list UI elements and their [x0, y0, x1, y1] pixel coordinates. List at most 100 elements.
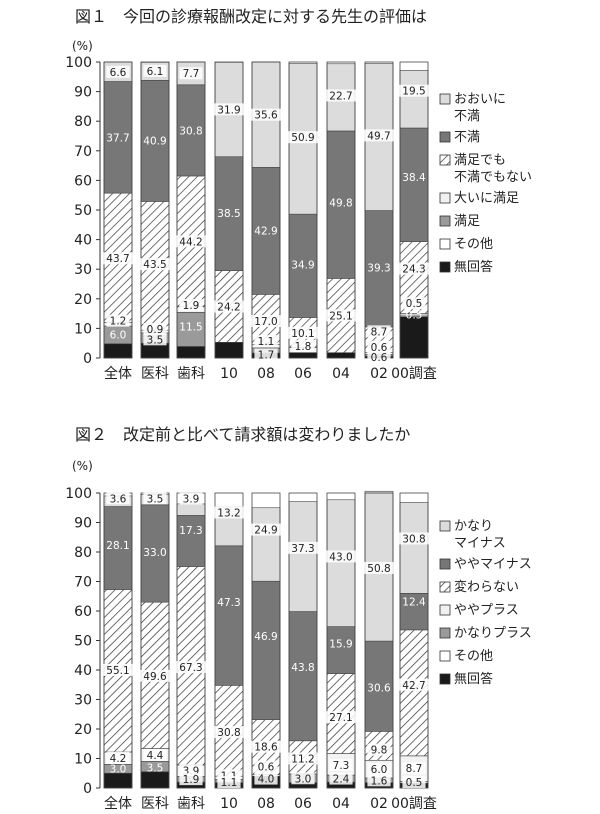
chart-1-data-label: 42.9 [254, 226, 277, 238]
chart-2-data-label-bg [402, 776, 426, 789]
chart-1-y-tick-label: 90 [74, 85, 92, 101]
chart-1-legend-swatch [439, 238, 451, 250]
chart-2-legend-swatch [439, 650, 451, 662]
chart-2-bar-outline [326, 492, 356, 789]
chart-1-data-label-bg [103, 252, 133, 265]
chart-2-category-label: 02 [370, 796, 388, 810]
chart-2-y-tick-label: 30 [74, 693, 92, 709]
chart-2-data-label-bg [367, 743, 391, 756]
chart-1-bar-segment [399, 127, 429, 242]
chart-1-data-label: 1.8 [295, 341, 312, 353]
chart-1-data-label: 39.3 [367, 263, 390, 275]
chart-1-data-label: 17.0 [254, 316, 277, 328]
chart-1-data-label-bg [367, 351, 391, 364]
chart-1-category-label: 06 [294, 366, 312, 382]
chart-2-data-label: 37.3 [291, 543, 314, 555]
chart-2-y-tick-label: 100 [65, 486, 92, 502]
chart-2-data-label: 3.5 [147, 762, 164, 774]
chart-1-data-label-bg [106, 314, 130, 327]
chart-1-data-label: 30.8 [179, 125, 202, 137]
chart-1-data-label-bg [143, 333, 167, 346]
chart-2-title: 図２ 改定前と比べて請求額は変わりましたか [75, 425, 410, 444]
chart-1-bar-outline [399, 61, 429, 359]
chart-2-legend-swatch [439, 627, 451, 639]
chart-2-data-label-bg [254, 772, 278, 785]
chart-2-bar-segment [288, 611, 318, 742]
chart-2-data-label: 1.1 [221, 777, 238, 789]
chart-1-data-label-bg [326, 309, 356, 322]
chart-1-data-label-bg [399, 84, 429, 97]
chart-1-data-label: 8.7 [371, 326, 388, 338]
chart-1-data-label: 10.1 [291, 328, 314, 340]
chart-1-bar-outline [326, 61, 356, 359]
chart-1-y-tick-label: 50 [74, 203, 92, 219]
chart-2-data-label-bg [399, 532, 429, 545]
chart-2-bar-segment [399, 502, 429, 594]
chart-1-category-label: 00調査 [391, 366, 437, 382]
chart-1-legend-label: 不満でもない [454, 170, 532, 185]
chart-1-data-label-bg [179, 299, 203, 312]
chart-2-data-label: 4.2 [110, 753, 127, 765]
chart-1-data-label-bg [106, 65, 130, 78]
chart-1-data-label-bg [288, 326, 318, 339]
chart-2-category-label: 06 [294, 796, 312, 810]
chart-1-legend-label: おおいに [454, 92, 506, 107]
chart-1-legend-swatch [439, 131, 451, 143]
chart-2-data-label-bg [106, 751, 130, 764]
chart-2-data-label: 0.5 [406, 777, 423, 789]
chart-2-data-label: 27.1 [329, 712, 352, 724]
chart-1-legend-label: 満足 [454, 214, 480, 229]
chart-1-data-label-bg [176, 235, 206, 248]
chart-1-bar-outline [288, 61, 318, 359]
chart-2-data-label-bg [251, 523, 281, 536]
chart-1-data-label: 3.5 [147, 334, 164, 346]
chart-2-data-label-bg [103, 664, 133, 676]
chart-1-data-label: 43.5 [143, 259, 166, 271]
chart-1-data-label-bg [399, 262, 429, 275]
chart-1-data-label: 7.7 [183, 68, 200, 80]
chart-1-data-label: 25.1 [329, 310, 352, 322]
chart-2-legend-swatch [439, 558, 451, 570]
chart-2-bar-segment [214, 545, 244, 686]
chart-2-data-label: 49.6 [143, 671, 167, 683]
chart-1-data-label: 0.5 [406, 298, 423, 310]
chart-1-data-label-bg [254, 348, 278, 361]
chart-1-y-tick-label: 20 [74, 292, 92, 308]
chart-2-data-label: 8.7 [406, 763, 423, 775]
chart-1-data-label-bg [402, 297, 426, 310]
chart-1-data-label: 35.6 [254, 110, 278, 122]
chart-2-category-label: 全体 [104, 795, 132, 810]
chart-2-data-label: 3.0 [110, 764, 127, 776]
chart-2-data-label: 2.4 [333, 774, 350, 786]
chart-1-category-label: 10 [220, 366, 238, 382]
chart-1-category-label: 医科 [141, 366, 169, 382]
chart-1-bar-segment [176, 84, 206, 177]
chart-1-legend-swatch [439, 192, 451, 204]
chart-2-data-label-bg [288, 752, 318, 765]
chart-1-legend-label: 不満 [454, 109, 480, 124]
chart-1-data-label-bg [364, 129, 394, 142]
chart-1-data-label: 34.9 [291, 259, 314, 271]
chart-2-data-label-bg [399, 678, 429, 691]
chart-1-data-label-bg [251, 108, 281, 121]
chart-2-bar-segment [399, 629, 429, 757]
chart-1-legend-swatch [439, 215, 451, 227]
chart-2-data-label-bg [326, 711, 356, 724]
chart-1-y-tick-label: 0 [83, 351, 92, 367]
chart-1-legend-label: 無回答 [454, 259, 493, 275]
chart-2-data-label: 0.6 [258, 761, 275, 773]
chart-1-bar-segment [140, 80, 170, 202]
chart-1-legend-swatch [439, 261, 451, 273]
chart-1-data-label: 6.0 [110, 329, 127, 341]
chart-1-bar-segment [103, 343, 133, 359]
chart-1-bar-segment [399, 69, 429, 129]
chart-1-y-tick-label: 80 [74, 114, 92, 130]
chart-1-data-label: 24.3 [402, 264, 425, 276]
chart-1-data-label-bg [254, 335, 278, 348]
chart-2-data-label: 11.2 [291, 754, 314, 766]
chart-2-y-tick-label: 40 [74, 663, 92, 679]
chart-2-data-label-bg [214, 506, 244, 519]
chart-2-data-label: 30.8 [217, 727, 240, 739]
chart-1-y-tick-label: 30 [74, 262, 92, 278]
